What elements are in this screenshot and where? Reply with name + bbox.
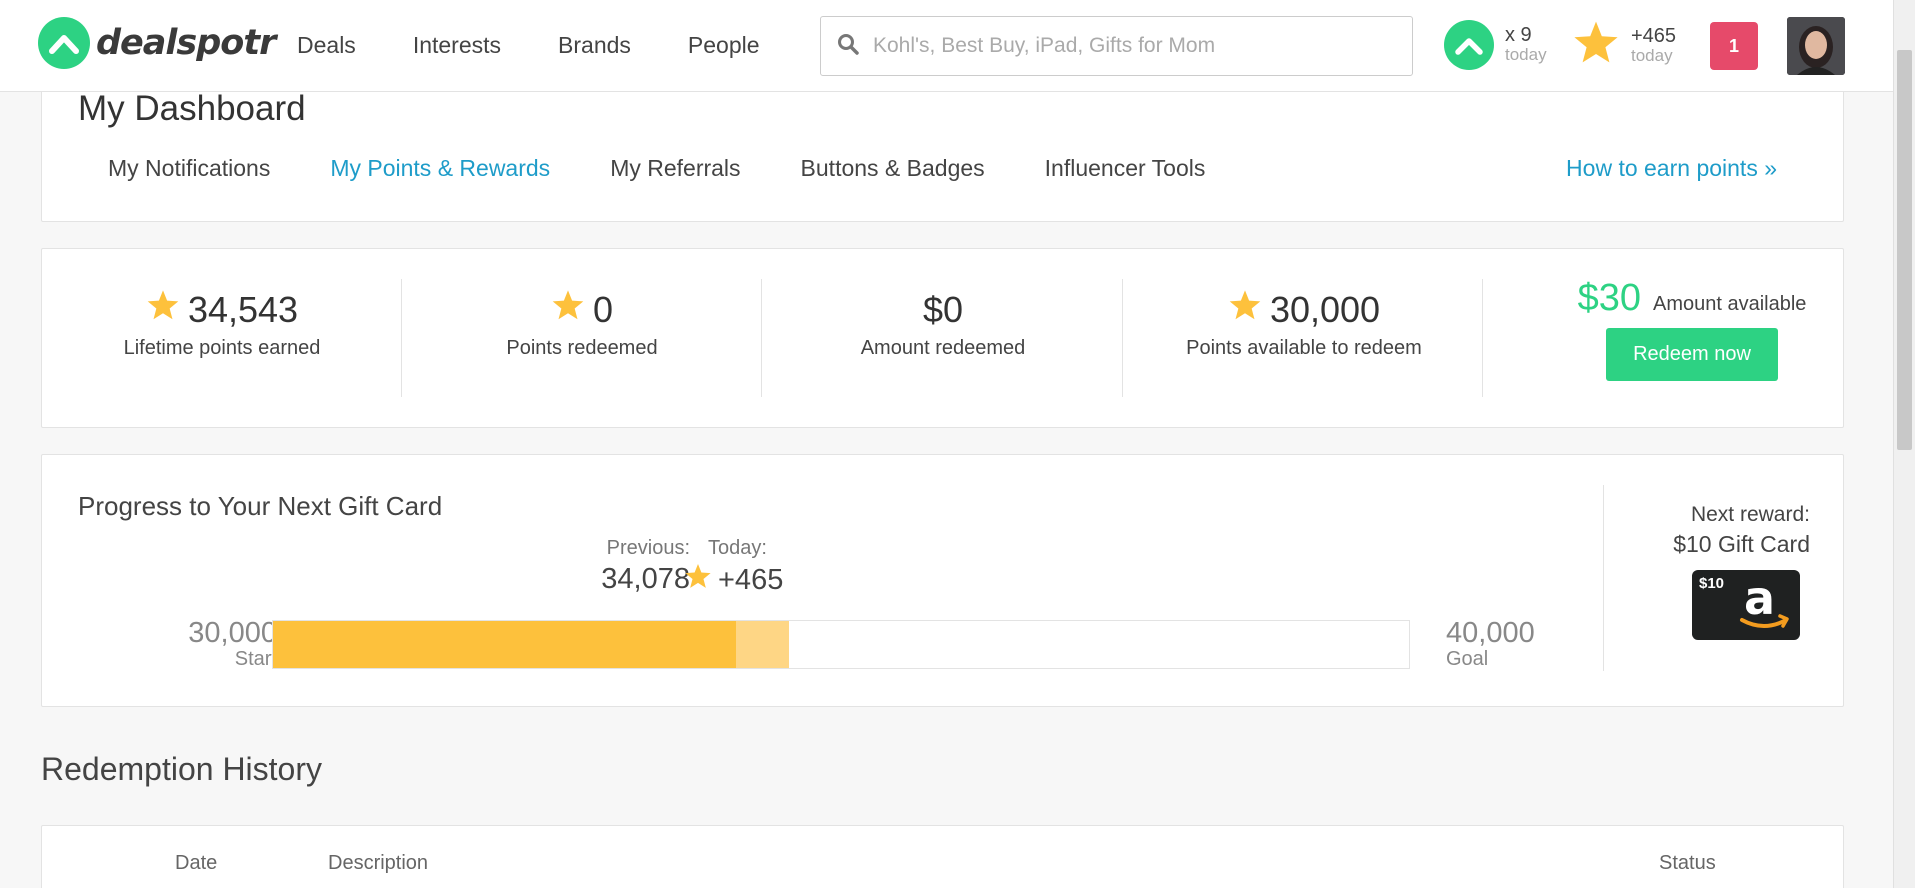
points-summary-card: 34,543 Lifetime points earned 0 Points r… bbox=[41, 248, 1844, 428]
gift-card-amount: $10 bbox=[1699, 575, 1725, 592]
progress-start-value: 30,000 bbox=[188, 617, 277, 649]
stat-value: 34,543 bbox=[187, 289, 299, 330]
progress-title: Progress to Your Next Gift Card bbox=[78, 491, 443, 521]
star-icon bbox=[1228, 289, 1262, 331]
redemption-history-title: Redemption History bbox=[41, 751, 322, 787]
tab-my-notifications[interactable]: My Notifications bbox=[108, 155, 271, 181]
nav-deals[interactable]: Deals bbox=[297, 32, 356, 58]
progress-bar bbox=[272, 620, 1410, 669]
progress-start-label: Start bbox=[234, 648, 277, 670]
svg-text:a: a bbox=[1744, 576, 1775, 625]
scrollbar-thumb[interactable] bbox=[1897, 50, 1912, 450]
stat-label: Points available to redeem bbox=[1186, 337, 1422, 359]
redemption-history-table: Date Description Status bbox=[41, 825, 1844, 888]
previous-value: 34,078 bbox=[601, 563, 690, 595]
progress-goal-label: Goal bbox=[1446, 648, 1489, 670]
stat-divider bbox=[401, 279, 402, 397]
tab-my-referrals[interactable]: My Referrals bbox=[610, 155, 741, 181]
stat-label: Amount redeemed bbox=[860, 337, 1026, 359]
upvotes-today[interactable]: x 9 today bbox=[1444, 20, 1547, 70]
amazon-gift-card-icon[interactable]: $10 a bbox=[1692, 570, 1800, 640]
tab-buttons-badges[interactable]: Buttons & Badges bbox=[800, 155, 985, 181]
brand-name: dealspotr bbox=[96, 23, 276, 63]
points-today-period: today bbox=[1631, 45, 1673, 65]
stat-divider bbox=[761, 279, 762, 397]
points-today[interactable]: +465 today bbox=[1572, 20, 1676, 71]
redeem-now-button[interactable]: Redeem now bbox=[1606, 328, 1778, 381]
dashboard-card: My Dashboard My Notifications My Points … bbox=[41, 80, 1844, 222]
progress-goal-value: 40,000 bbox=[1446, 617, 1535, 649]
stat-points-available: 30,000 Points available to redeem bbox=[1160, 277, 1448, 395]
stat-value: 30,000 bbox=[1269, 289, 1381, 330]
stat-amount-redeemed: $0 Amount redeemed bbox=[799, 277, 1087, 395]
stat-points-redeemed: 0 Points redeemed bbox=[438, 277, 726, 395]
nav-brands[interactable]: Brands bbox=[558, 32, 631, 58]
tab-my-points-rewards[interactable]: My Points & Rewards bbox=[330, 155, 551, 181]
nav-interests[interactable]: Interests bbox=[412, 32, 502, 58]
stat-lifetime-points: 34,543 Lifetime points earned bbox=[78, 277, 366, 395]
search-icon bbox=[837, 33, 859, 60]
today-points: +465 bbox=[684, 563, 783, 598]
dealspotr-logo[interactable]: dealspotr bbox=[38, 17, 276, 69]
today-value: +465 bbox=[718, 564, 784, 596]
column-header-description[interactable]: Description bbox=[328, 852, 429, 874]
next-reward-value: $10 Gift Card bbox=[1673, 531, 1810, 557]
stat-value: $0 bbox=[922, 289, 964, 330]
stat-label: Lifetime points earned bbox=[123, 337, 321, 359]
how-to-earn-points-link[interactable]: How to earn points » bbox=[1566, 155, 1777, 181]
amount-available-label: Amount available bbox=[1652, 293, 1807, 315]
upvotes-count: x 9 bbox=[1505, 24, 1532, 46]
previous-label: Previous: bbox=[606, 537, 690, 559]
nav-people[interactable]: People bbox=[687, 32, 760, 58]
page-title: My Dashboard bbox=[78, 89, 306, 128]
progress-bar-today-fill bbox=[736, 621, 790, 668]
progress-bar-previous-fill bbox=[273, 621, 737, 668]
logo-chevron-icon bbox=[38, 17, 90, 69]
today-label: Today: bbox=[708, 537, 767, 559]
stat-divider bbox=[1122, 279, 1123, 397]
amount-available-value: $30 bbox=[1577, 277, 1641, 319]
column-header-status[interactable]: Status bbox=[1659, 852, 1716, 874]
star-icon bbox=[684, 563, 712, 598]
star-icon bbox=[1572, 20, 1620, 71]
avatar[interactable] bbox=[1787, 17, 1845, 75]
stat-divider bbox=[1482, 279, 1483, 397]
next-reward-label: Next reward: bbox=[1690, 503, 1810, 526]
top-navbar: dealspotr Deals Interests Brands People … bbox=[0, 0, 1893, 92]
tab-influencer-tools[interactable]: Influencer Tools bbox=[1044, 155, 1206, 181]
points-today-value: +465 bbox=[1631, 24, 1677, 47]
stat-label: Points redeemed bbox=[506, 337, 658, 359]
notification-badge[interactable]: 1 bbox=[1710, 22, 1758, 70]
search-input[interactable] bbox=[873, 34, 1393, 58]
column-header-date[interactable]: Date bbox=[175, 852, 218, 874]
amount-available: $30 Amount available Redeem now bbox=[1547, 277, 1837, 381]
gift-card-progress-card: Progress to Your Next Gift Card Previous… bbox=[41, 454, 1844, 707]
search-box bbox=[820, 16, 1413, 76]
stat-value: 0 bbox=[592, 289, 614, 330]
page-scrollbar[interactable] bbox=[1893, 0, 1915, 888]
upvotes-period: today bbox=[1505, 45, 1547, 64]
star-icon bbox=[551, 289, 585, 331]
upvote-icon bbox=[1444, 20, 1494, 70]
reward-divider bbox=[1603, 485, 1604, 671]
main-nav: Deals Interests Brands People bbox=[297, 32, 817, 59]
dashboard-tabs: My Notifications My Points & Rewards My … bbox=[108, 155, 1265, 182]
star-icon bbox=[146, 289, 180, 331]
